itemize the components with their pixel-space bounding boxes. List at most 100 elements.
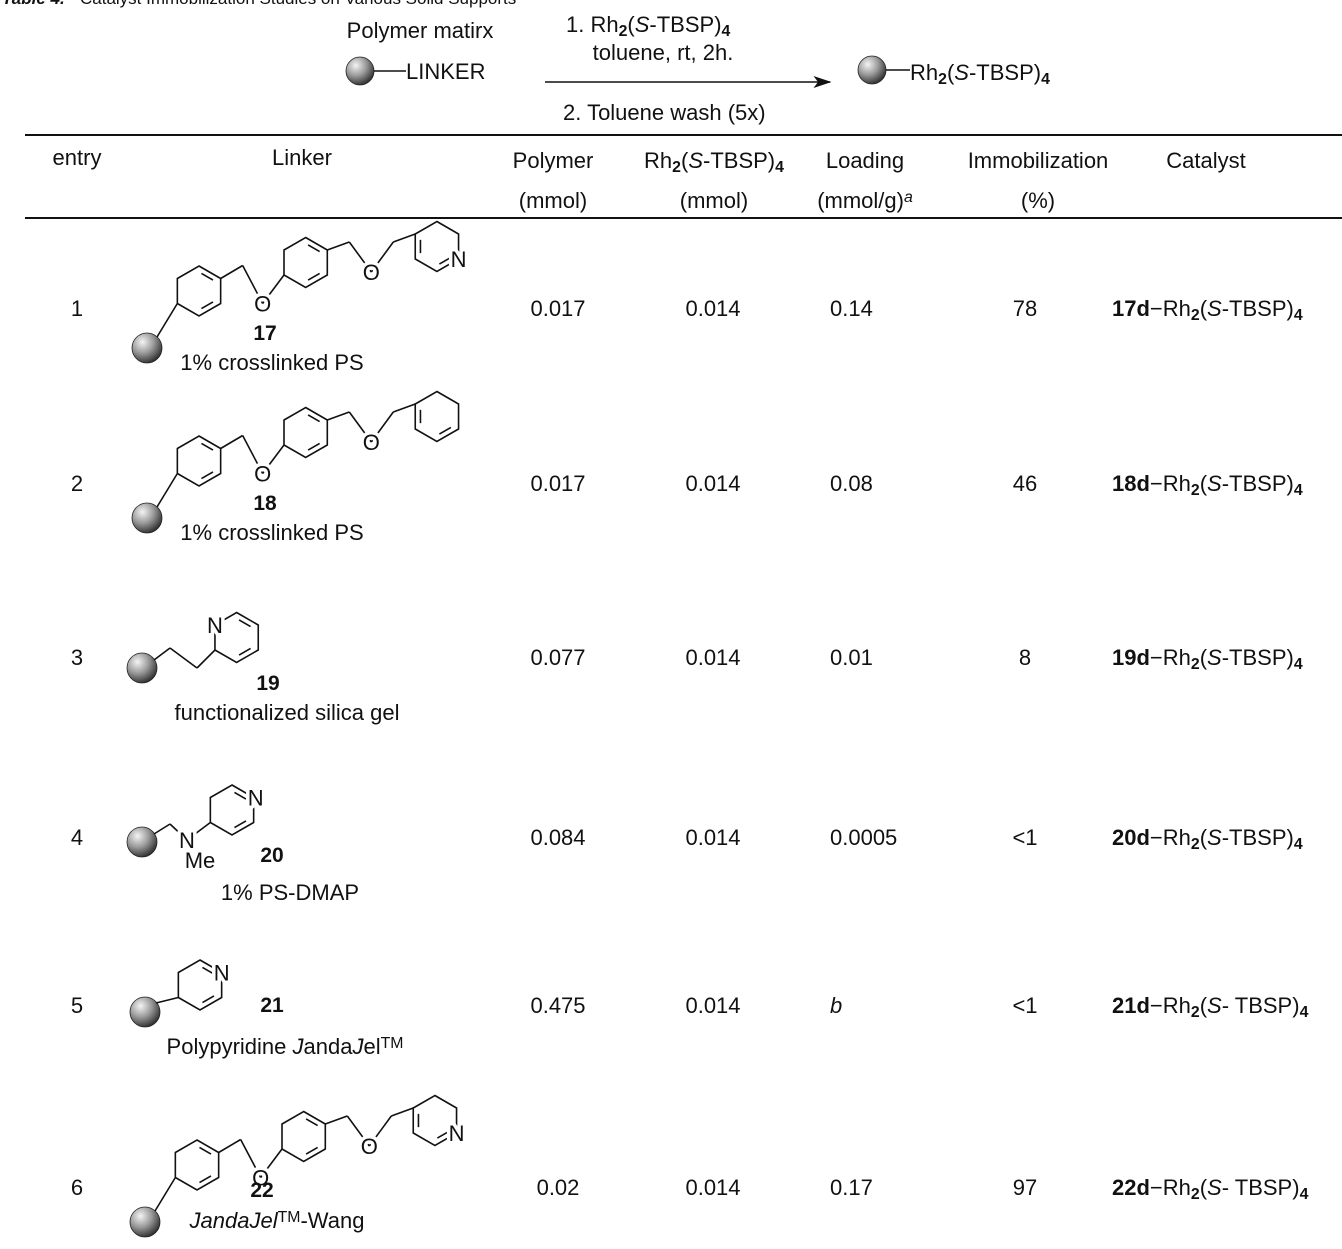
polymer-mmol: 0.017	[530, 296, 585, 321]
polymer-bead	[346, 57, 374, 85]
bond	[154, 824, 170, 834]
text-segment: −Rh	[1150, 993, 1191, 1018]
support-name: 1% PS-DMAP	[221, 880, 359, 905]
polymer-mmol: 0.084	[530, 825, 585, 850]
column-header: (mmol/g)a	[817, 188, 913, 213]
text-segment: 2	[672, 159, 681, 176]
text-segment: 2	[1191, 1186, 1200, 1203]
loading: 0.17	[830, 1175, 873, 1200]
text-segment: −Rh	[1150, 296, 1191, 321]
immobilization: <1	[1012, 993, 1037, 1018]
double-bond	[234, 792, 246, 799]
text-segment: a	[904, 189, 913, 206]
double-bond	[308, 443, 320, 450]
atom-label: Me	[185, 848, 216, 873]
text-segment: -TBSP)	[1222, 825, 1294, 850]
support-name: functionalized silica gel	[174, 700, 399, 725]
column-header: Immobilization	[968, 148, 1109, 173]
atom-label: O	[363, 430, 380, 455]
column-header: Catalyst	[1166, 148, 1245, 173]
bond	[156, 998, 178, 1004]
loading: 0.01	[830, 645, 873, 670]
double-bond	[199, 1176, 211, 1183]
text-segment: S	[1207, 471, 1222, 496]
text-segment: (mmol/g)	[817, 188, 904, 213]
double-bond	[202, 996, 214, 1003]
atom-label: O	[363, 260, 380, 285]
text-segment: -TBSP)	[969, 60, 1041, 85]
table-title: Catalyst Immobilization Studies on Vario…	[80, 0, 516, 8]
double-bond	[439, 427, 451, 434]
bond	[221, 436, 243, 449]
bond	[393, 234, 415, 242]
text-segment: 4	[722, 23, 731, 40]
table-label: Table 4.	[2, 0, 65, 8]
text-segment: Rh	[910, 60, 938, 85]
bond	[219, 1140, 241, 1153]
rh-mmol: 0.014	[685, 825, 740, 850]
aromatic-ring	[415, 392, 458, 442]
text-segment: -TBSP)	[1222, 471, 1294, 496]
text-segment: -Wang	[300, 1208, 364, 1233]
aromatic-ring	[177, 436, 220, 486]
double-bond	[201, 273, 213, 280]
entry-number: 1	[71, 296, 83, 321]
scheme-linker: LINKER	[406, 59, 485, 84]
text-segment: 4	[1294, 656, 1303, 673]
column-header: Loading	[826, 148, 904, 173]
rh-mmol: 0.014	[685, 645, 740, 670]
polymer-bead	[130, 1207, 160, 1237]
immobilization: <1	[1012, 825, 1037, 850]
bond	[221, 266, 243, 279]
column-header: (mmol)	[519, 188, 587, 213]
text-segment: S	[635, 12, 650, 37]
text-segment: −Rh	[1150, 1175, 1191, 1200]
loading: 0.08	[830, 471, 873, 496]
aromatic-ring	[282, 1112, 325, 1162]
double-bond	[201, 443, 213, 450]
text-segment: 20d	[1112, 825, 1150, 850]
double-bond	[201, 302, 213, 309]
text-segment: 4	[775, 159, 784, 176]
text-segment: S	[954, 60, 969, 85]
text-segment: 4	[1294, 482, 1303, 499]
support-name: 1% crosslinked PS	[180, 350, 363, 375]
atom-label: N	[207, 613, 223, 638]
text-segment: S	[1207, 825, 1222, 850]
loading: b	[830, 993, 842, 1018]
bond	[157, 474, 177, 508]
double-bond	[308, 245, 320, 252]
rh-mmol: 0.014	[685, 1175, 740, 1200]
support-name: Polypyridine JandaJelTM	[167, 1034, 404, 1059]
immobilization: 46	[1013, 471, 1037, 496]
text-segment: 4	[1300, 1004, 1309, 1021]
text-segment: -TBSP)	[1222, 296, 1294, 321]
text-segment: 2	[1191, 656, 1200, 673]
column-header: Rh2(S-TBSP)4	[644, 148, 784, 176]
column-header: entry	[53, 145, 102, 170]
double-bond	[308, 273, 320, 280]
polymer-mmol: 0.02	[537, 1175, 580, 1200]
compound-number: 22	[250, 1179, 273, 1202]
compound-number: 19	[256, 672, 279, 695]
aromatic-ring	[175, 1140, 218, 1190]
text-segment: 17d	[1112, 296, 1150, 321]
catalyst: 18d−Rh2(S-TBSP)4	[1112, 471, 1303, 499]
text-segment: 4	[1294, 836, 1303, 853]
bond	[327, 242, 349, 250]
bond	[325, 1116, 347, 1124]
text-segment: S	[1207, 993, 1222, 1018]
bond	[197, 650, 215, 668]
text-segment: −Rh	[1150, 825, 1191, 850]
atom-label: O	[361, 1134, 378, 1159]
double-bond	[437, 1131, 449, 1138]
double-bond	[308, 415, 320, 422]
atom-label: N	[449, 1121, 465, 1146]
text-segment: 2	[1191, 482, 1200, 499]
text-segment: 4	[1294, 307, 1303, 324]
text-segment: el	[363, 1034, 380, 1059]
text-segment: 2	[938, 71, 947, 88]
loading: 0.0005	[830, 825, 897, 850]
polymer-bead	[132, 503, 162, 533]
text-segment: -TBSP)	[649, 12, 721, 37]
